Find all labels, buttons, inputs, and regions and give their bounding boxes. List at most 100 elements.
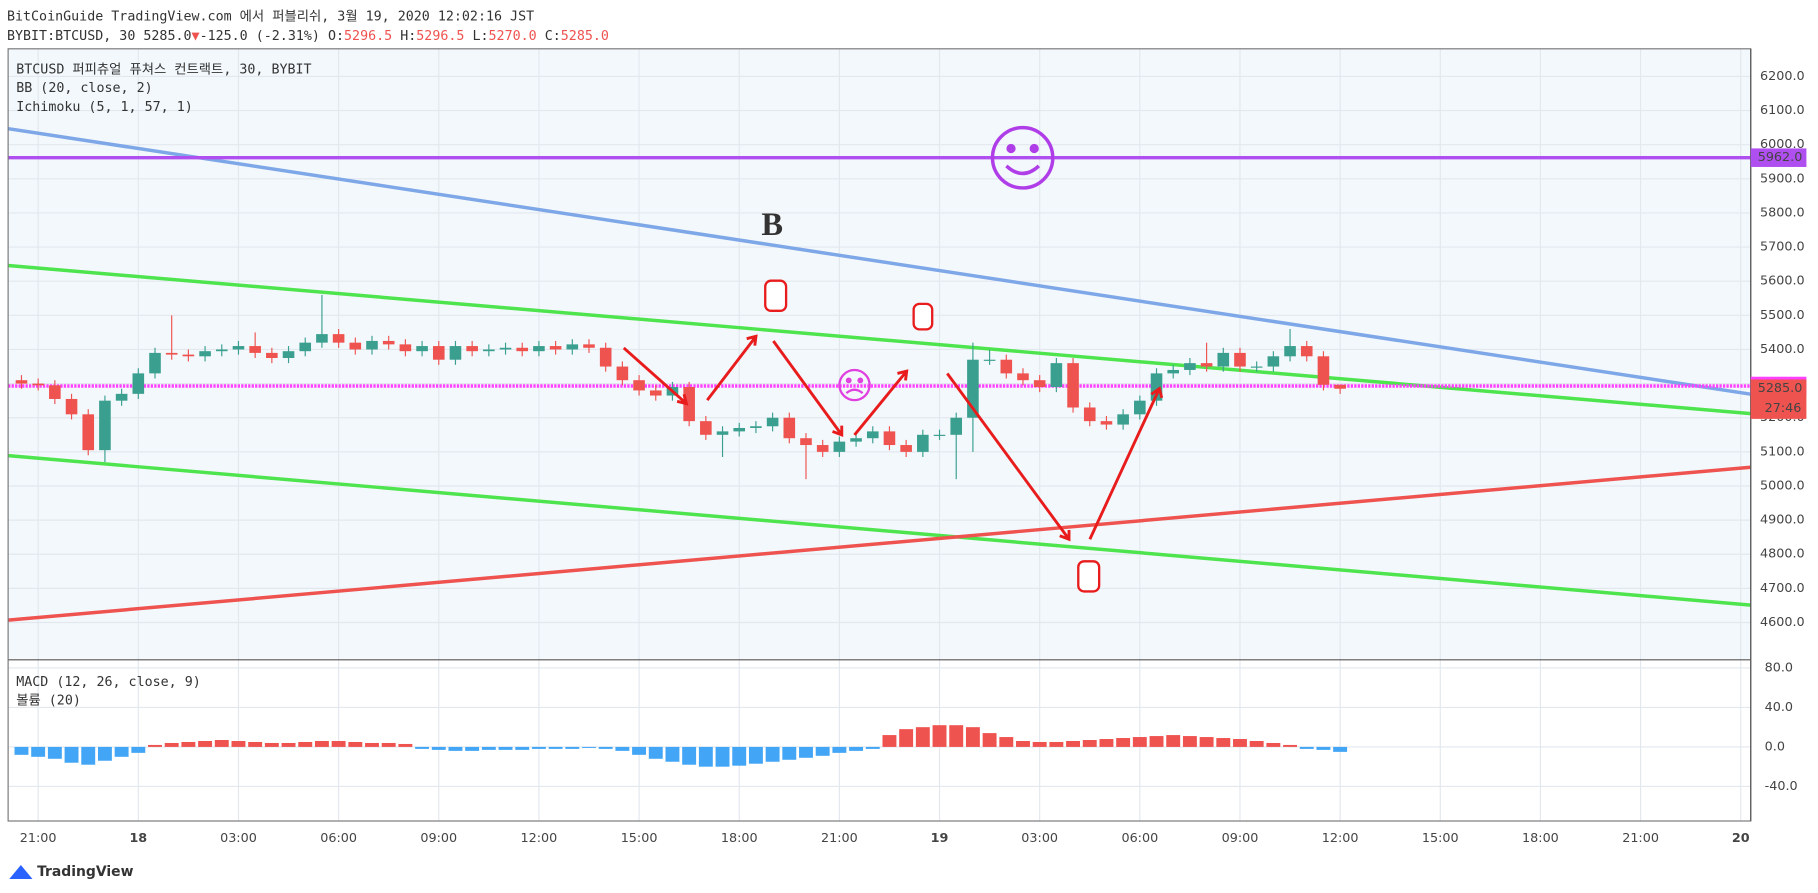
y-tick-label: 5600.0 (1760, 274, 1805, 289)
arrow (622, 346, 689, 406)
candle-body (249, 346, 261, 353)
macd-bar (1333, 746, 1348, 752)
x-tick-label: 15:00 (1422, 831, 1459, 846)
candle-body (683, 387, 695, 422)
macd-bar (615, 746, 630, 751)
macd-bar (1099, 739, 1114, 747)
candle-body (633, 380, 645, 391)
arrow (1088, 386, 1164, 540)
macd-bar (565, 746, 580, 749)
y-tick-label: 5800.0 (1760, 205, 1805, 220)
x-tick-label: 21:00 (20, 831, 57, 846)
macd-bar (531, 746, 546, 749)
candle-body (1050, 363, 1063, 388)
macd-bar (415, 746, 430, 749)
h-label: H: (400, 29, 416, 44)
x-tick-label: 12:00 (521, 831, 558, 846)
candle-body (382, 340, 395, 345)
arrow: ▼ (192, 29, 200, 44)
macd-bar (64, 746, 79, 763)
x-tick-label: 18:00 (1522, 831, 1559, 846)
candle-body (182, 354, 195, 357)
candle-body (967, 359, 979, 418)
macd-bar (1149, 736, 1164, 747)
macd-bar (965, 727, 980, 747)
y-tick-label: 4800.0 (1760, 547, 1805, 562)
y-tick-label: 5700.0 (1760, 240, 1805, 255)
symbol: BYBIT:BTCUSD, 30 (7, 29, 135, 44)
macd-bar (331, 740, 346, 747)
macd-bar (181, 741, 196, 747)
c-label: C: (545, 29, 561, 44)
legend-symbol: BTCUSD 퍼피츄얼 퓨쳐스 컨트랙트, 30, BYBIT (16, 62, 311, 78)
macd-bar (815, 746, 830, 756)
x-tick-label: 15:00 (621, 831, 658, 846)
x-tick-label: 12:00 (1322, 831, 1359, 846)
candle-body (983, 359, 996, 361)
y-tick-label: 5500.0 (1760, 308, 1805, 323)
countdown-label: 27:46 (1765, 401, 1802, 416)
x-tick-label: 06:00 (1121, 831, 1158, 846)
footer: TradingView (37, 864, 133, 880)
candle-body (816, 445, 829, 452)
y-tick-label: 5100.0 (1760, 444, 1805, 459)
arrow (853, 369, 909, 436)
macd-bar (865, 746, 880, 749)
price-tag (1750, 148, 1807, 167)
candle-body (483, 349, 495, 352)
candle-body (49, 385, 61, 399)
macd-bar (348, 741, 363, 747)
candle-body (449, 346, 462, 360)
macd-bar (314, 740, 329, 747)
volume-title: 볼륨 (20) (16, 692, 81, 708)
x-tick-label: 09:00 (420, 831, 457, 846)
last-price-label: 5285.0 (1758, 381, 1803, 396)
macd-bar (882, 735, 897, 747)
legend-ichimoku: Ichimoku (5, 1, 57, 1) (16, 100, 193, 115)
macd-bar (1216, 738, 1231, 747)
candle-body (1234, 352, 1246, 367)
x-tick-label: 18:00 (721, 831, 758, 846)
candle-body (733, 427, 746, 432)
candle-body (232, 346, 245, 350)
macd-bar (1299, 746, 1314, 749)
candle-body (1284, 346, 1296, 357)
plot (7, 126, 1752, 767)
candle-body (750, 426, 762, 428)
candle-body (566, 344, 579, 350)
macd-bar (849, 746, 864, 751)
candle-body (1000, 359, 1013, 374)
candle-body (115, 393, 128, 401)
axes: 21:00 18 03:00 06:00 09:00 12:00 15:00 18:00 21:… (20, 69, 1807, 846)
candle-body (1083, 407, 1096, 422)
candle-body (917, 434, 929, 452)
arrow (706, 334, 758, 402)
candle-body (1200, 363, 1213, 367)
macd-bar (365, 742, 379, 747)
macd-bar (47, 746, 62, 759)
macd-bar (97, 746, 112, 761)
y-tick-label: 6100.0 (1760, 103, 1805, 118)
o: 5296.5 (344, 29, 392, 44)
macd-bar (949, 725, 964, 747)
macd-bar (748, 746, 763, 764)
macd-bar (431, 746, 446, 750)
header-title: BitCoinGuide TradingView.com 에서 퍼블리쉬, 3월… (7, 8, 534, 24)
y-tick-label: 4700.0 (1760, 581, 1805, 596)
x-tick-label: 18 (129, 831, 147, 846)
macd-bar (264, 742, 279, 747)
header-quote: BYBIT:BTCUSD, 30 5285.0▼-125.0 (-2.31%) … (7, 29, 609, 44)
x-tick-label: 03:00 (1021, 831, 1058, 846)
arrows (622, 334, 1164, 542)
logo (9, 865, 33, 879)
macd-bar (515, 746, 530, 750)
candle-body (1267, 356, 1280, 367)
candle-body (1167, 369, 1180, 374)
macd-bar (81, 746, 96, 765)
smiley (990, 125, 1055, 190)
candle-body (32, 383, 44, 386)
candle-body (466, 346, 478, 352)
trend-line (7, 453, 1751, 607)
x-tick-label: 21:00 (821, 831, 858, 846)
